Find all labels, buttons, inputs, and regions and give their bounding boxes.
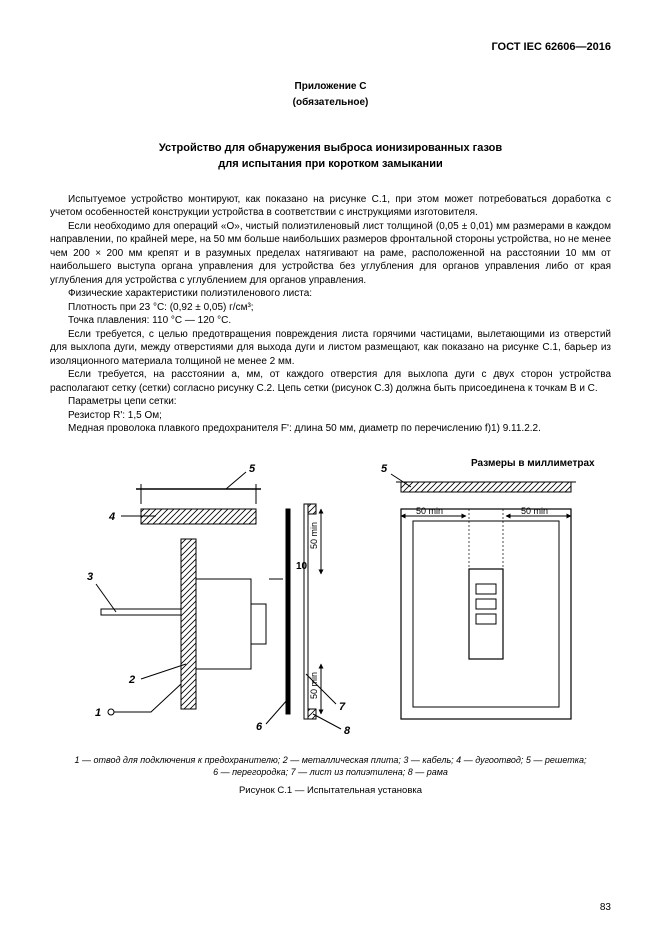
- para-6: Если требуется, с целью предотвращения п…: [50, 328, 611, 369]
- fig-dim-h2: 50 min: [521, 506, 548, 516]
- right-view: Размеры в миллиметрах 5 50 min 5: [381, 458, 595, 719]
- fig-label-5b: 5: [381, 463, 388, 475]
- fig-dim-v2: 50 min: [309, 672, 319, 699]
- figure-svg: 5 4 3 2 1 6 7 8 10: [61, 454, 601, 744]
- section-title: Устройство для обнаружения выброса иониз…: [50, 140, 611, 173]
- figure-c1: 5 4 3 2 1 6 7 8 10: [50, 454, 611, 798]
- para-9: Резистор R': 1,5 Ом;: [50, 409, 611, 423]
- para-1: Испытуемое устройство монтируют, как пок…: [50, 193, 611, 220]
- fig-label-3: 3: [87, 571, 93, 583]
- figure-legend: 1 — отвод для подключения к предохраните…: [50, 754, 611, 779]
- title-line2: для испытания при коротком замыкании: [218, 158, 442, 170]
- fig-label-6: 6: [256, 721, 263, 733]
- para-2: Если необходимо для операций «О», чистый…: [50, 220, 611, 288]
- para-7: Если требуется, на расстоянии a, мм, от …: [50, 368, 611, 395]
- fig-label-4: 4: [108, 511, 115, 523]
- fig-legend-l1: 1 — отвод для подключения к предохраните…: [74, 755, 586, 765]
- doc-standard: ГОСТ IEC 62606—2016: [50, 40, 611, 55]
- fig-label-10: 10: [296, 561, 308, 572]
- para-10: Медная проволока плавкого предохранителя…: [50, 422, 611, 436]
- para-5: Точка плавления: 110 °С — 120 °С.: [50, 314, 611, 328]
- fig-label-2: 2: [128, 674, 135, 686]
- fig-label-7: 7: [339, 701, 346, 713]
- page-number: 83: [600, 901, 611, 915]
- fig-dim-v1: 50 min: [309, 522, 319, 549]
- fig-legend-l2: 6 — перегородка; 7 — лист из полиэтилена…: [213, 767, 448, 777]
- fig-label-8: 8: [344, 725, 351, 737]
- fig-label-5a: 5: [249, 463, 256, 475]
- para-4: Плотность при 23 °С: (0,92 ± 0,05) г/см³…: [50, 301, 611, 315]
- page: ГОСТ IEC 62606—2016 Приложение С (обязат…: [0, 0, 661, 936]
- para-8: Параметры цепи сетки:: [50, 395, 611, 409]
- figure-caption: Рисунок С.1 — Испытательная установка: [50, 785, 611, 798]
- fig-dim-label: Размеры в миллиметрах: [471, 458, 595, 469]
- fig-dim-h1: 50 min: [416, 506, 443, 516]
- para-3: Физические характеристики полиэтиленовог…: [50, 287, 611, 301]
- fig-label-1: 1: [95, 707, 101, 719]
- annex-line1: Приложение С: [50, 80, 611, 94]
- left-view: 5 4 3 2 1 6 7 8 10: [87, 463, 351, 737]
- title-line1: Устройство для обнаружения выброса иониз…: [159, 142, 502, 154]
- annex-line2: (обязательное): [50, 96, 611, 110]
